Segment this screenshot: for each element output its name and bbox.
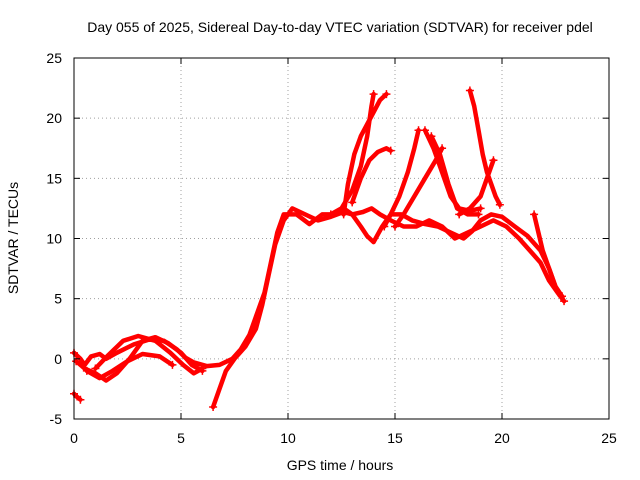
x-tick-label: 10 — [280, 430, 296, 446]
y-tick-label: 25 — [46, 50, 62, 66]
y-tick-label: -5 — [50, 411, 63, 427]
chart-canvas: Day 055 of 2025, Sidereal Day-to-day VTE… — [0, 0, 640, 480]
y-tick-label: 10 — [46, 231, 62, 247]
y-tick-label: 0 — [54, 351, 62, 367]
chart-title: Day 055 of 2025, Sidereal Day-to-day VTE… — [87, 19, 593, 35]
x-tick-label: 0 — [70, 430, 78, 446]
x-tick-label: 25 — [601, 430, 617, 446]
x-tick-label: 5 — [177, 430, 185, 446]
y-axis-label: SDTVAR / TECUs — [5, 182, 21, 294]
chart-background — [0, 0, 640, 480]
y-tick-label: 5 — [54, 291, 62, 307]
x-axis-label: GPS time / hours — [287, 457, 394, 473]
x-tick-label: 20 — [494, 430, 510, 446]
y-tick-label: 15 — [46, 170, 62, 186]
x-tick-label: 15 — [387, 430, 403, 446]
y-tick-label: 20 — [46, 110, 62, 126]
